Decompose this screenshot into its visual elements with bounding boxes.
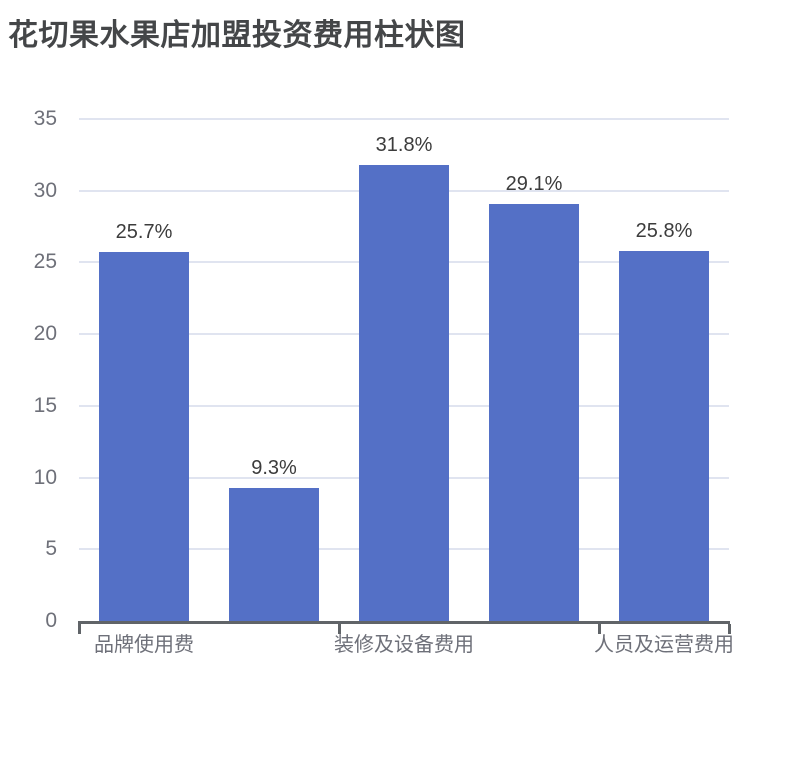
y-axis-tick-label: 25 <box>33 250 57 274</box>
bar[interactable] <box>229 487 319 621</box>
y-axis-tick-label: 10 <box>33 465 57 489</box>
bar-value-label: 29.1% <box>505 172 563 195</box>
y-axis-tick-label: 20 <box>33 322 57 346</box>
x-axis-line <box>78 621 730 624</box>
bar[interactable] <box>99 252 189 621</box>
x-axis-tick <box>598 624 601 634</box>
y-axis-tick-label: 0 <box>45 609 57 632</box>
bar-value-label: 25.7% <box>115 221 173 244</box>
y-axis-tick-label: 15 <box>33 393 57 417</box>
y-axis-tick-label: 35 <box>33 107 57 130</box>
x-axis-tick <box>728 624 731 634</box>
bar-value-label: 9.3% <box>251 456 297 479</box>
bar[interactable] <box>489 203 579 621</box>
y-axis-tick-label: 5 <box>45 537 57 561</box>
bar-value-label: 31.8% <box>375 133 433 156</box>
x-axis-tick <box>338 624 341 634</box>
x-axis-tick <box>78 624 81 634</box>
bar[interactable] <box>619 250 709 621</box>
gridline <box>79 118 729 120</box>
x-axis-tick-label: 品牌使用费 <box>94 634 194 656</box>
x-axis-tick-label: 装修及设备费用 <box>334 634 474 656</box>
bar-value-label: 25.8% <box>635 219 693 242</box>
bar[interactable] <box>359 164 449 621</box>
x-axis-tick-label: 人员及运营费用 <box>594 634 734 656</box>
y-axis-tick-label: 30 <box>33 178 57 202</box>
chart-title: 花切果水果店加盟投资费用柱状图 <box>8 19 466 52</box>
